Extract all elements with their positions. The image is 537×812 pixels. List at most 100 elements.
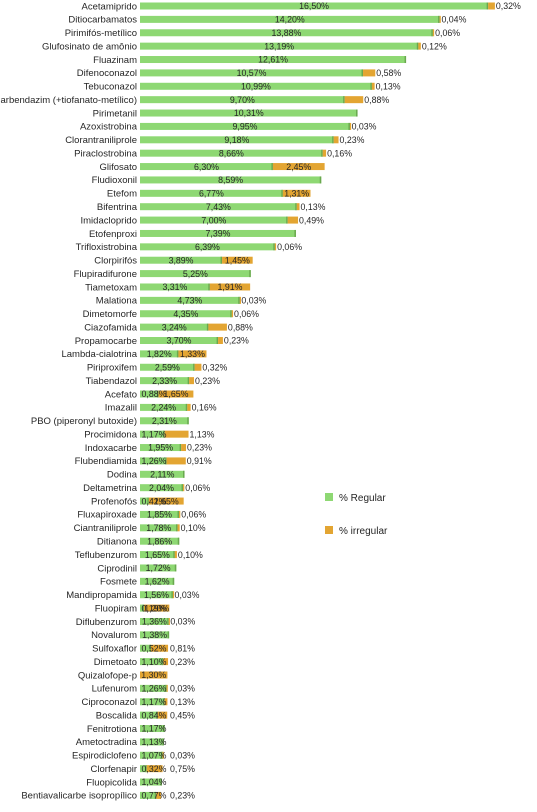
bar-regular-edge: [177, 510, 180, 518]
category-label: Lufenurom: [92, 684, 138, 695]
category-label: Novalurom: [91, 630, 137, 641]
value-label-regular: 2,04%: [149, 483, 174, 493]
bar-regular-edge: [249, 270, 251, 278]
value-label-regular: 0,84%: [142, 710, 167, 720]
bar-irregular: [174, 551, 177, 559]
bar-regular: [140, 631, 170, 639]
category-label: Procimidona: [84, 429, 138, 440]
category-label: Tiabendazol: [86, 376, 137, 387]
value-label-irregular: 0,13%: [301, 202, 326, 212]
bar-regular: [140, 510, 180, 518]
bar-regular-edge: [273, 243, 275, 251]
category-label: Pirimifós-metílico: [65, 28, 137, 39]
bar-regular-edge: [332, 136, 334, 144]
bar-regular-edge: [147, 497, 149, 505]
value-label-irregular: 0,06%: [435, 28, 460, 38]
bar-regular: [140, 577, 175, 585]
bar-irregular: [177, 524, 180, 532]
value-label-irregular: 0,23%: [187, 443, 212, 453]
legend-swatch-irregular: [325, 526, 333, 534]
bar-regular: [140, 377, 190, 385]
value-label-regular: 3,89%: [169, 255, 194, 265]
category-label: Fluxapiroxade: [77, 510, 137, 521]
category-label: Teflubenzurom: [75, 550, 137, 561]
bar-regular-edge: [271, 163, 273, 171]
bar-irregular: [163, 658, 169, 666]
value-label-regular: 12,61%: [258, 55, 288, 65]
category-label: Piriproxifem: [87, 363, 137, 374]
category-label: Fludioxonil: [92, 175, 137, 186]
bar-regular: [140, 417, 189, 425]
category-label: Pirimetanil: [93, 108, 137, 119]
bar-regular-edge: [216, 337, 219, 344]
bar-regular-edge: [142, 604, 145, 612]
value-label-regular: 1,78%: [146, 523, 171, 533]
value-label-regular: 8,59%: [218, 175, 243, 185]
legend-label-irregular: % irregular: [339, 526, 388, 537]
category-label: Imazalil: [105, 403, 137, 414]
bar-regular: [140, 350, 179, 358]
bar-irregular: [140, 671, 168, 679]
category-label: Deltametrina: [83, 483, 138, 494]
bar-regular: [140, 444, 182, 452]
value-label-regular: 7,00%: [201, 215, 226, 225]
bar-irregular: [322, 149, 327, 157]
bar-regular: [140, 698, 165, 706]
value-label-regular: 7,39%: [205, 229, 230, 239]
bar-regular: [140, 136, 334, 144]
category-labels: Acetamiprido Ditiocarbamatos Pirimifós-met…: [0, 1, 138, 801]
value-label-regular: 1,65%: [145, 550, 170, 560]
value-label-regular: 3,31%: [162, 282, 187, 292]
bar-regular-edge: [149, 644, 151, 652]
bar-regular: [140, 644, 151, 652]
bar-regular-edge: [281, 189, 283, 197]
bar-regular-edge: [165, 684, 167, 692]
category-label: Fenitrotiona: [87, 724, 138, 735]
value-label-irregular: 0,32%: [496, 1, 521, 11]
category-label: Etofenproxi: [89, 229, 137, 240]
bar-regular-edge: [208, 283, 210, 291]
bar-regular: [140, 176, 322, 184]
category-label: Trifloxistrobina: [76, 242, 138, 253]
bar-regular: [140, 791, 157, 799]
bar-regular-edge: [179, 444, 182, 452]
value-label-irregular: 0,16%: [327, 148, 352, 158]
value-label-regular: 9,18%: [224, 135, 249, 145]
bar-irregular: [344, 96, 364, 104]
bar-irregular: [183, 484, 185, 492]
bar-regular-edge: [171, 591, 173, 599]
bar-irregular: [272, 163, 325, 171]
bar-regular-edge: [286, 216, 288, 224]
value-label-regular: 1,82%: [147, 349, 172, 359]
value-label-irregular: 0,58%: [376, 68, 401, 78]
bar-regular-edge: [177, 537, 180, 545]
bar-irregular: [179, 510, 181, 518]
value-label-regular: 0,42%: [142, 496, 167, 506]
bar-irregular: [239, 296, 242, 304]
value-label-regular: 2,11%: [150, 470, 174, 480]
bar-irregular: [146, 765, 163, 773]
bar-regular-edge: [238, 296, 240, 304]
category-label: Glifosato: [100, 162, 138, 173]
bar-irregular: [181, 444, 186, 452]
bar-regular: [140, 564, 177, 572]
category-label: Glufosinato de amônio: [42, 41, 137, 52]
category-label: Ciprodinil: [97, 563, 137, 574]
bar-irregular: [439, 15, 441, 23]
bar-regular: [140, 42, 419, 50]
bar-irregular: [156, 791, 162, 799]
bar-irregular: [371, 82, 375, 90]
value-label-regular: 1,10%: [142, 657, 167, 667]
bar-regular: [140, 216, 288, 224]
value-label-regular: 2,24%: [151, 403, 176, 413]
category-label: Tebuconazol: [84, 82, 137, 93]
bar-regular: [140, 109, 358, 117]
value-label-regular: 4,35%: [173, 309, 198, 319]
category-label: Espirodiclofeno: [72, 751, 137, 762]
value-label-irregular: 0,88%: [228, 322, 253, 332]
category-label: Propamocarbe: [75, 336, 137, 347]
bar-irregular: [178, 350, 207, 358]
value-label-regular: 1,38%: [142, 630, 167, 640]
bar-regular-edge: [187, 377, 190, 385]
bar-regular: [140, 96, 345, 104]
